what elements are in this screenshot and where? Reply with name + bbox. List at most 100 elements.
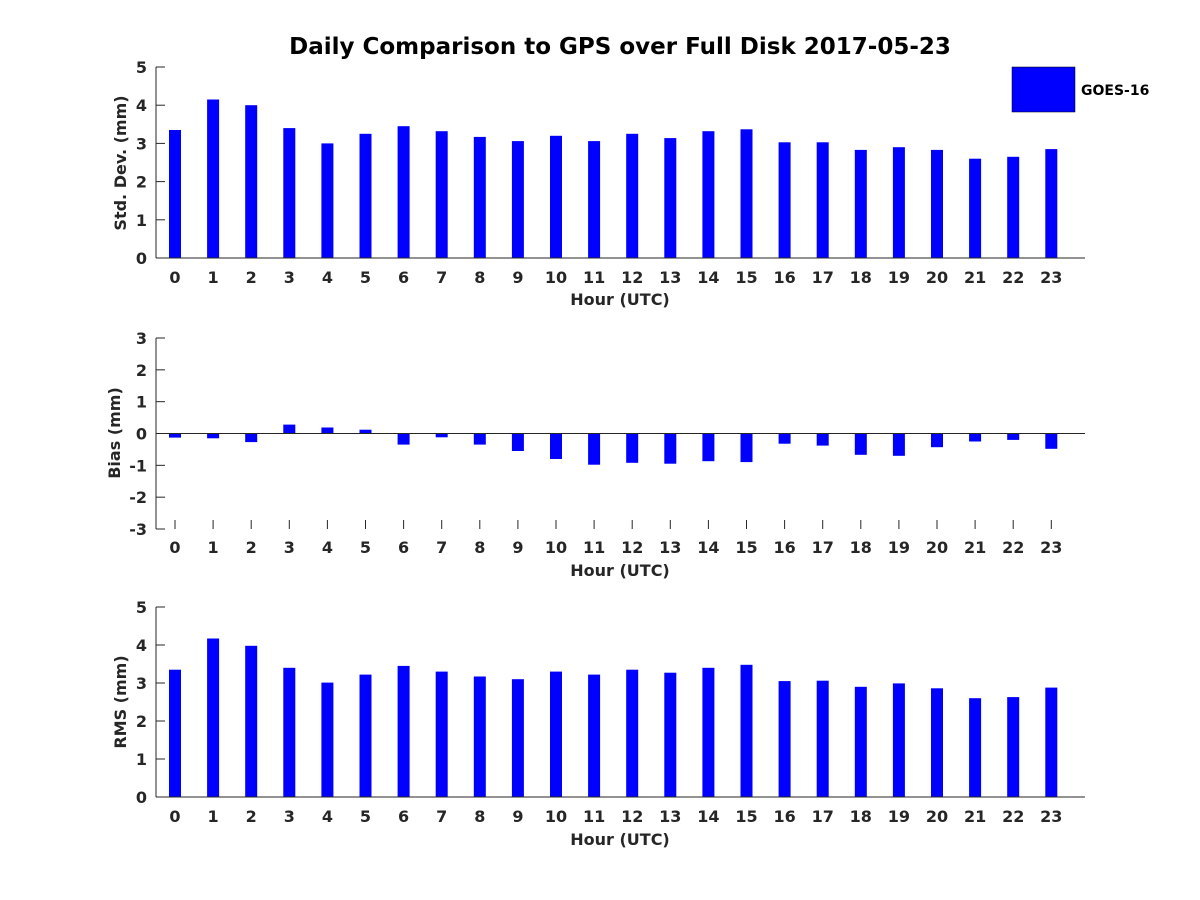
rms-x-axis-label: Hour (UTC) (570, 830, 670, 849)
legend-swatch-goes-16 (1011, 66, 1076, 113)
std-dev-bar-hour-21 (969, 158, 982, 258)
rms-x-tick-label: 19 (888, 807, 910, 826)
std-dev-bar-hour-19 (892, 147, 905, 258)
rms-bar-hour-9 (511, 679, 524, 797)
bias-bars (169, 424, 1058, 465)
legend: GOES-16 (1011, 66, 1149, 113)
std-dev-x-tick-label: 1 (208, 268, 219, 287)
rms-x-tick-label: 23 (1040, 807, 1062, 826)
rms-bar-hour-8 (473, 676, 486, 797)
bias-bar-hour-1 (207, 433, 220, 439)
bias-x-tick-label: 23 (1040, 538, 1062, 557)
chart-title: Daily Comparison to GPS over Full Disk 2… (289, 34, 951, 60)
std-dev-x-tick-label: 0 (169, 268, 180, 287)
bias-x-tick-label: 2 (246, 538, 257, 557)
rms-x-tick-label: 21 (964, 807, 986, 826)
bias-bar-hour-20 (931, 433, 943, 448)
bias-x-tick-label: 21 (964, 538, 986, 557)
bias-x-tick-label: 8 (474, 538, 485, 557)
std-dev-x-tick-label: 19 (888, 268, 910, 287)
std-dev-y-tick-label: 2 (136, 173, 147, 192)
rms-x-tick-label: 22 (1002, 807, 1024, 826)
bias-x-tick-label: 10 (545, 538, 567, 557)
std-dev-bar-hour-17 (816, 142, 829, 258)
bias-y-tick-label: 0 (136, 425, 147, 444)
std-dev-bar-hour-10 (550, 135, 562, 258)
bias-x-tick-label: 3 (284, 538, 295, 557)
rms-y-tick-label: 0 (136, 788, 147, 807)
rms-x-tick-label: 5 (360, 807, 371, 826)
bias-bar-hour-15 (740, 433, 753, 463)
std-dev-x-tick-label: 2 (246, 268, 257, 287)
bias-x-tick-label: 14 (697, 538, 719, 557)
bias-bar-hour-7 (435, 433, 448, 438)
bias-x-tick-label: 5 (360, 538, 371, 557)
std-dev-bar-hour-11 (588, 141, 601, 258)
bias-bar-hour-9 (511, 433, 524, 451)
std-dev-bar-hour-18 (854, 149, 867, 258)
rms-bar-hour-22 (1007, 697, 1020, 797)
std-dev-bar-hour-0 (169, 130, 181, 258)
std-dev-x-tick-label: 16 (773, 268, 795, 287)
bias-bar-hour-22 (1007, 433, 1020, 440)
rms-y-tick-label: 2 (136, 712, 147, 731)
std-dev-y-tick-label: 0 (136, 249, 147, 268)
std-dev-x-tick-label: 22 (1002, 268, 1024, 287)
rms-x-tick-label: 18 (850, 807, 872, 826)
std-dev-y-tick-label: 1 (136, 211, 147, 230)
rms-bar-hour-16 (778, 681, 791, 797)
std-dev-x-tick-label: 10 (545, 268, 567, 287)
std-dev-x-tick-label: 13 (659, 268, 681, 287)
bias-x-tick-label: 19 (888, 538, 910, 557)
bias-bar-hour-17 (816, 433, 829, 446)
std-dev-bar-hour-7 (435, 131, 448, 258)
rms-x-tick-label: 20 (926, 807, 948, 826)
rms-x-tick-label: 16 (773, 807, 795, 826)
std-dev-x-tick-label: 4 (322, 268, 333, 287)
std-dev-x-tick-label: 18 (850, 268, 872, 287)
rms-bar-hour-19 (892, 683, 905, 797)
rms-x-tick-label: 1 (208, 807, 219, 826)
bias-x-tick-label: 15 (735, 538, 757, 557)
rms-bar-hour-18 (854, 686, 867, 797)
rms-x-tick-label: 6 (398, 807, 409, 826)
std-dev-x-tick-label: 23 (1040, 268, 1062, 287)
legend-label-goes-16: GOES-16 (1081, 83, 1149, 99)
std-dev-x-axis-label: Hour (UTC) (570, 290, 670, 309)
rms-x-tick-label: 12 (621, 807, 643, 826)
bias-bar-hour-5 (359, 429, 372, 434)
rms-y-tick-label: 3 (136, 674, 147, 693)
std-dev-y-tick-label: 3 (136, 134, 147, 153)
bias-bar-hour-4 (321, 427, 334, 434)
bias-bar-hour-13 (664, 433, 677, 464)
rms-x-tick-label: 4 (322, 807, 333, 826)
bias-x-tick-label: 4 (322, 538, 333, 557)
std-dev-bar-hour-12 (626, 133, 639, 258)
std-dev-x-tick-label: 3 (284, 268, 295, 287)
rms-bar-hour-4 (321, 682, 334, 797)
rms-bar-hour-5 (359, 674, 372, 797)
bias-x-tick-label: 18 (850, 538, 872, 557)
bias-x-tick-label: 11 (583, 538, 605, 557)
bias-bar-hour-16 (778, 433, 791, 444)
std-dev-bar-hour-13 (664, 138, 677, 258)
rms-y-tick-label: 5 (136, 598, 147, 617)
bias-bar-hour-18 (854, 433, 867, 455)
std-dev-x-tick-label: 7 (436, 268, 447, 287)
bias-bar-hour-11 (588, 433, 601, 465)
rms-x-tick-label: 11 (583, 807, 605, 826)
std-dev-bar-hour-5 (359, 133, 372, 258)
rms-x-tick-label: 7 (436, 807, 447, 826)
std-dev-bar-hour-1 (207, 99, 220, 258)
std-dev-bar-hour-16 (778, 142, 791, 258)
std-dev-bar-hour-22 (1007, 156, 1020, 258)
rms-bar-hour-21 (969, 698, 982, 797)
std-dev-bars (169, 99, 1058, 258)
rms-bar-hour-23 (1045, 687, 1058, 797)
rms-x-tick-label: 15 (735, 807, 757, 826)
rms-y-tick-label: 4 (136, 636, 147, 655)
bias-y-tick-label: 2 (136, 361, 147, 380)
std-dev-bar-hour-15 (740, 129, 753, 258)
